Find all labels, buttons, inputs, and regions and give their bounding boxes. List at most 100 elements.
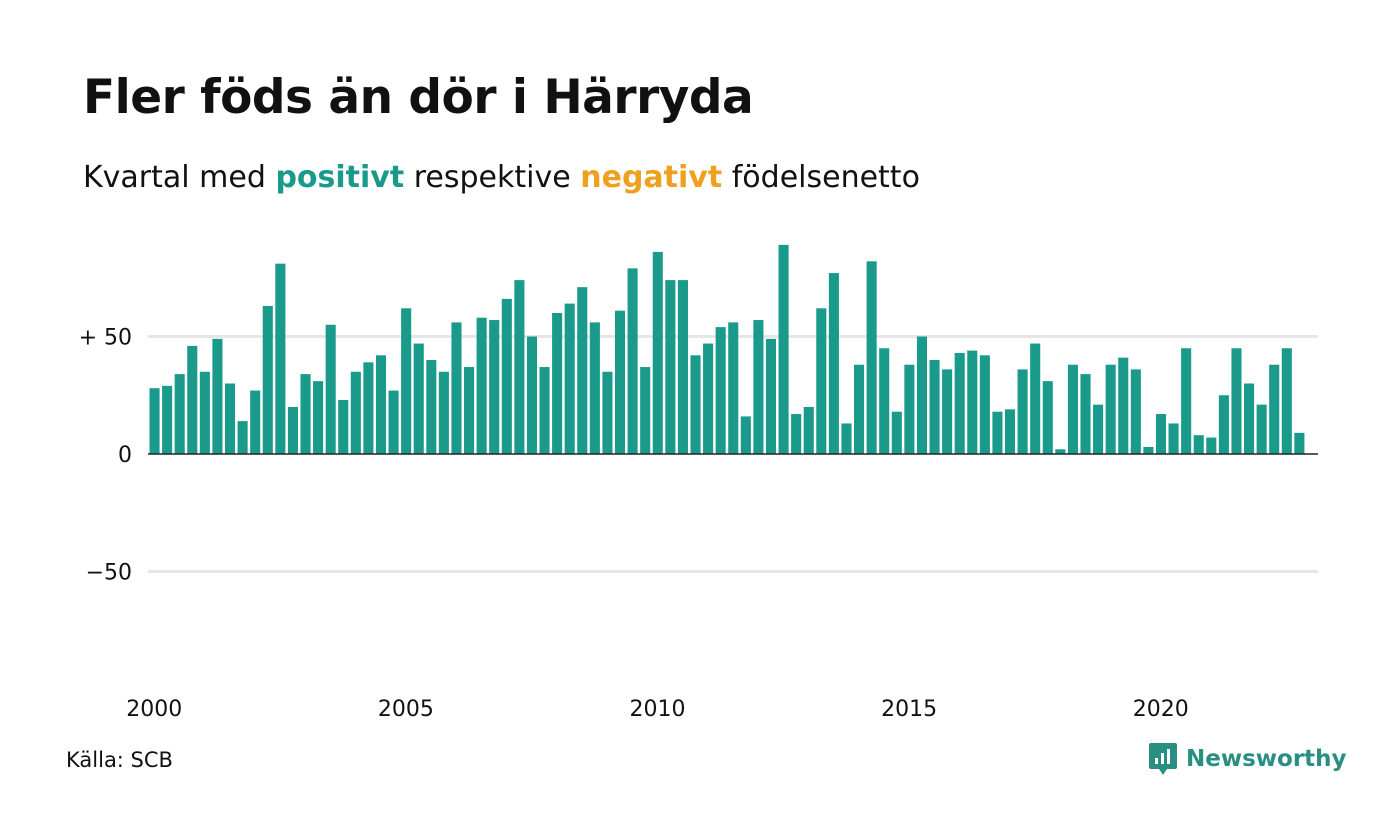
bar-2008-q1 — [552, 313, 563, 454]
bar-2002-q3 — [275, 263, 286, 454]
bar-2016-q4 — [992, 411, 1003, 454]
bar-2020-q4 — [1193, 435, 1204, 454]
bar-2015-q2 — [916, 336, 927, 454]
bar-2022-q4 — [1294, 432, 1305, 454]
bar-2005-q4 — [438, 371, 449, 454]
bar-2004-q4 — [388, 390, 399, 454]
axis-layer: + 50 0 −50 2000 2005 2010 2015 2020 — [79, 326, 1318, 722]
bar-2006-q3 — [476, 317, 487, 454]
y-tick-label: 0 — [118, 443, 132, 468]
bar-2018-q4 — [1093, 404, 1104, 454]
bar-2019-q1 — [1105, 364, 1116, 454]
bar-2008-q4 — [589, 322, 600, 454]
subtitle-positive: positivt — [275, 160, 405, 195]
chart-subtitle: Kvartal med positivt respektive negativt… — [83, 160, 920, 195]
bar-2006-q4 — [489, 320, 500, 454]
bar-2020-q3 — [1181, 348, 1192, 454]
bar-2004-q3 — [375, 355, 387, 454]
logo-text: Newsworthy — [1186, 746, 1347, 772]
bar-2013-q1 — [803, 407, 814, 454]
subtitle-middle: respektive — [413, 160, 571, 195]
bar-2013-q2 — [816, 308, 827, 454]
bar-2002-q2 — [262, 305, 273, 454]
bar-2021-q3 — [1231, 348, 1242, 454]
bar-2001-q3 — [224, 383, 236, 454]
bar-2007-q3 — [526, 336, 537, 454]
bar-2000-q4 — [187, 345, 198, 454]
bar-2017-q1 — [1004, 409, 1016, 454]
bar-2003-q1 — [300, 374, 311, 454]
bar-2003-q4 — [338, 399, 349, 454]
y-tick-label: + 50 — [79, 326, 132, 351]
bar-2008-q2 — [564, 303, 575, 454]
bar-2010-q3 — [677, 280, 688, 454]
bar-2015-q1 — [904, 364, 915, 454]
subtitle-negative: negativt — [580, 160, 723, 195]
bar-2018-q2 — [1067, 364, 1078, 454]
bar-2009-q4 — [640, 367, 651, 454]
y-tick-label: −50 — [86, 561, 132, 586]
bar-2021-q4 — [1244, 383, 1255, 454]
bar-2001-q4 — [237, 421, 248, 454]
bar-2011-q4 — [740, 416, 751, 454]
bar-2017-q3 — [1030, 343, 1041, 454]
bar-2014-q3 — [879, 348, 890, 454]
bar-2019-q2 — [1118, 357, 1129, 454]
source-note: Källa: SCB — [66, 748, 173, 772]
bar-2005-q2 — [413, 343, 424, 454]
bar-2011-q3 — [728, 322, 739, 454]
chart-title: Fler föds än dör i Härryda — [83, 70, 754, 125]
x-tick-label: 2005 — [378, 697, 434, 722]
bar-2010-q2 — [665, 280, 676, 454]
bar-2018-q1 — [1055, 449, 1066, 454]
bar-2007-q2 — [514, 280, 525, 454]
bar-2012-q2 — [765, 338, 777, 454]
bar-2000-q3 — [174, 374, 185, 454]
bar-2002-q1 — [250, 390, 261, 454]
bar-2011-q2 — [715, 327, 726, 454]
bar-2022-q2 — [1269, 364, 1280, 454]
bar-2017-q2 — [1017, 369, 1028, 454]
subtitle-suffix: födelsenetto — [731, 160, 920, 195]
x-tick-label: 2015 — [881, 697, 937, 722]
bar-2003-q2 — [313, 381, 324, 454]
bar-2004-q1 — [350, 371, 361, 454]
bar-2007-q4 — [539, 367, 550, 454]
bar-2021-q2 — [1218, 395, 1229, 454]
bar-2007-q1 — [501, 298, 512, 454]
bar-2009-q2 — [614, 310, 626, 454]
bar-2020-q1 — [1155, 414, 1167, 454]
bar-2021-q1 — [1206, 437, 1217, 454]
bar-2004-q2 — [363, 362, 374, 454]
bar-2006-q2 — [464, 367, 475, 454]
bar-2012-q3 — [778, 244, 789, 454]
bar-2009-q3 — [627, 268, 638, 454]
bar-2005-q3 — [426, 360, 437, 454]
bar-2014-q4 — [891, 411, 902, 454]
bar-2014-q1 — [854, 364, 865, 454]
bar-2015-q4 — [942, 369, 953, 454]
bar-2019-q3 — [1130, 369, 1141, 454]
bar-2013-q4 — [841, 423, 852, 454]
bar-2002-q4 — [287, 407, 298, 454]
bar-2014-q2 — [866, 261, 877, 454]
bar-2016-q3 — [979, 355, 990, 454]
bar-2016-q1 — [954, 352, 965, 454]
bar-2012-q1 — [753, 320, 764, 454]
bar-2020-q2 — [1168, 423, 1179, 454]
bar-2011-q1 — [703, 343, 714, 454]
bar-2005-q1 — [401, 308, 412, 454]
subtitle-prefix: Kvartal med — [83, 160, 266, 195]
bar-2022-q1 — [1256, 404, 1267, 454]
newsworthy-logo: Newsworthy — [1148, 742, 1347, 776]
x-tick-label: 2020 — [1133, 697, 1189, 722]
bar-2017-q4 — [1042, 381, 1053, 454]
bar-2006-q1 — [451, 322, 462, 454]
bar-2001-q2 — [212, 338, 223, 454]
bar-2016-q2 — [967, 350, 978, 454]
bar-2001-q1 — [199, 371, 210, 454]
bar-2012-q4 — [791, 414, 802, 454]
newsworthy-chart-bubble-icon — [1149, 743, 1177, 775]
bar-2022-q3 — [1281, 348, 1292, 454]
